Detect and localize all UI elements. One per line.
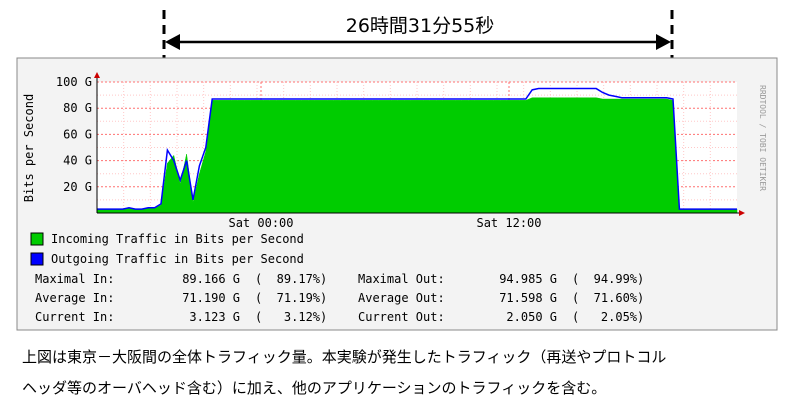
- y-tick-label: 100 G: [56, 75, 92, 89]
- traffic-graph: 26時間31分55秒 100 G 80 G 60 G 40 G 20 G Sat 00:0…: [16, 10, 778, 331]
- y-tick-label: 60 G: [63, 127, 92, 141]
- y-tick-label: 40 G: [63, 154, 92, 168]
- x-axis-arrow: [739, 210, 745, 216]
- stat-v2: 94.985 G: [499, 272, 557, 286]
- y-tick-label: 80 G: [63, 101, 92, 115]
- series-layer: [96, 87, 738, 214]
- stats-table: Maximal In: 89.166 G ( 89.17%) Maximal Out:…: [35, 272, 644, 324]
- legend-label: Outgoing Traffic in Bits per Second: [51, 252, 304, 266]
- stat-v1: 89.166 G: [182, 272, 240, 286]
- legend: Incoming Traffic in Bits per Second Outgo…: [30, 232, 304, 266]
- x-tick-label: Sat 12:00: [476, 216, 541, 230]
- watermark: RRDTOOL / TOBI OETIKER: [758, 85, 767, 191]
- y-tick-label: 20 G: [63, 180, 92, 194]
- stat-v1: 3.123 G: [189, 310, 240, 324]
- caption-line-2: ヘッダ等のオーバヘッド含む）に加え、他のアプリケーションのトラフィックを含む。: [22, 379, 607, 397]
- stat-l1: Average In:: [35, 291, 114, 305]
- x-tick-label: Sat 00:00: [228, 216, 293, 230]
- incoming-area: [96, 97, 738, 214]
- stat-l2: Maximal Out:: [358, 272, 445, 286]
- duration-arrowhead-left: [165, 34, 180, 50]
- outgoing-line: [97, 87, 737, 210]
- stat-l1: Current In:: [35, 310, 114, 324]
- stat-l2: Average Out:: [358, 291, 445, 305]
- caption-line-1: 上図は東京－大阪間の全体トラフィック量。本実験が発生したトラフィック（再送やプロ…: [22, 348, 667, 366]
- legend-swatch: [30, 232, 44, 246]
- stat-l2: Current Out:: [358, 310, 445, 324]
- stat-p2: ( 71.60%): [572, 291, 644, 305]
- stat-v2: 71.598 G: [499, 291, 557, 305]
- stat-p1: ( 3.12%): [255, 310, 327, 324]
- legend-swatch: [30, 252, 44, 266]
- stat-p2: ( 94.99%): [572, 272, 644, 286]
- y-axis-label: Bits per Second: [22, 94, 36, 202]
- legend-label: Incoming Traffic in Bits per Second: [51, 232, 304, 246]
- stat-v1: 71.190 G: [182, 291, 240, 305]
- duration-label: 26時間31分55秒: [346, 15, 495, 37]
- y-axis-arrow: [94, 72, 100, 78]
- stat-p1: ( 71.19%): [255, 291, 327, 305]
- duration-arrowhead-right: [656, 34, 671, 50]
- stat-v2: 2.050 G: [506, 310, 557, 324]
- stat-p1: ( 89.17%): [255, 272, 327, 286]
- stat-l1: Maximal In:: [35, 272, 114, 286]
- axes: 100 G 80 G 60 G 40 G 20 G Sat 00:00 Sat 12:00: [56, 72, 745, 230]
- stat-p2: ( 2.05%): [572, 310, 644, 324]
